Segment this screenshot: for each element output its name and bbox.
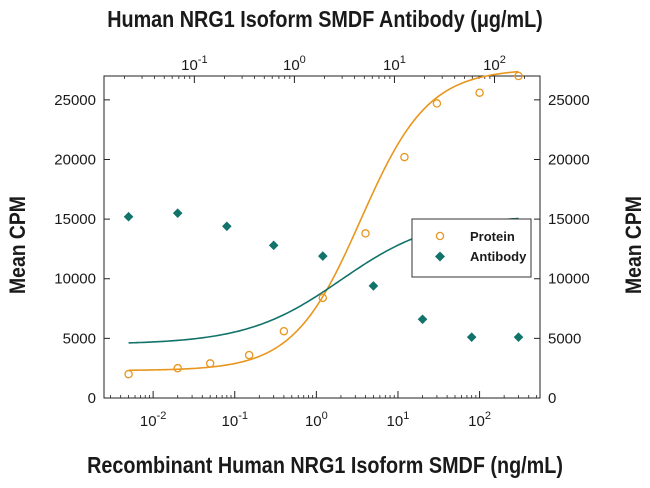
legend-protein-marker [435,231,445,241]
legend-protein-label: Protein [470,229,515,244]
x-tick-label-bottom: 101 [387,410,410,430]
data-point-antibody [368,281,379,291]
plot-frame [103,75,541,399]
y-tick-label-left: 15000 [54,211,96,228]
data-point-protein [318,293,328,303]
data-points [123,71,524,379]
legend-antibody-label: Antibody [470,249,527,264]
data-point-protein [205,359,215,368]
y-tick-label-left: 0 [88,390,96,407]
y-tick-label-right: 0 [548,390,556,407]
legend-antibody-marker [435,251,445,262]
x-axis-title: Recombinant Human NRG1 Isoform SMDF (ng/… [87,452,563,478]
data-point-antibody [268,240,279,251]
x-tick-label-top: 100 [283,54,306,74]
data-point-antibody [123,211,134,222]
x-tick-label-bottom: 10-2 [140,410,166,430]
data-point-protein [244,350,254,360]
x-tick-label-top: 102 [483,54,506,74]
x-tick-label-bottom: 10-1 [222,410,248,430]
data-point-antibody [513,332,524,342]
data-point-protein [475,88,484,97]
data-point-protein [514,71,523,81]
data-point-antibody [172,208,183,218]
x-tick-label-bottom: 100 [305,410,328,430]
y-tick-label-right: 20000 [548,151,590,168]
y-tick-label-left: 20000 [54,151,96,168]
y-tick-label-left: 10000 [54,271,96,288]
data-point-antibody [318,251,328,261]
y-tick-label-right: 5000 [548,330,581,347]
y-tick-label-left: 5000 [63,330,96,347]
data-point-antibody [417,314,428,325]
y-tick-label-right: 25000 [548,92,590,109]
y-tick-label-right: 15000 [548,211,590,228]
top-axis-title: Human NRG1 Isoform SMDF Antibody (μg/mL) [107,6,543,32]
data-point-protein [173,363,182,373]
data-point-antibody [222,221,232,232]
y-tick-label-right: 10000 [548,271,590,288]
data-point-protein [361,229,370,238]
data-point-protein [400,152,409,162]
data-point-protein [124,369,133,379]
data-point-antibody [466,332,477,342]
x-tick-label-top: 10-1 [181,54,207,74]
chart-axes: 0 0 5000 5000 10000 10000 15000 15000 20000 20000… [54,54,589,430]
data-point-protein [279,326,289,336]
x-tick-label-bottom: 102 [468,410,491,430]
data-point-protein [432,99,442,108]
y-tick-label-left: 25000 [54,92,96,109]
x-tick-label-top: 101 [383,54,406,74]
fit-curve-protein [128,70,519,372]
legend-box [411,218,532,278]
legend: Protein Antibody [411,218,532,278]
